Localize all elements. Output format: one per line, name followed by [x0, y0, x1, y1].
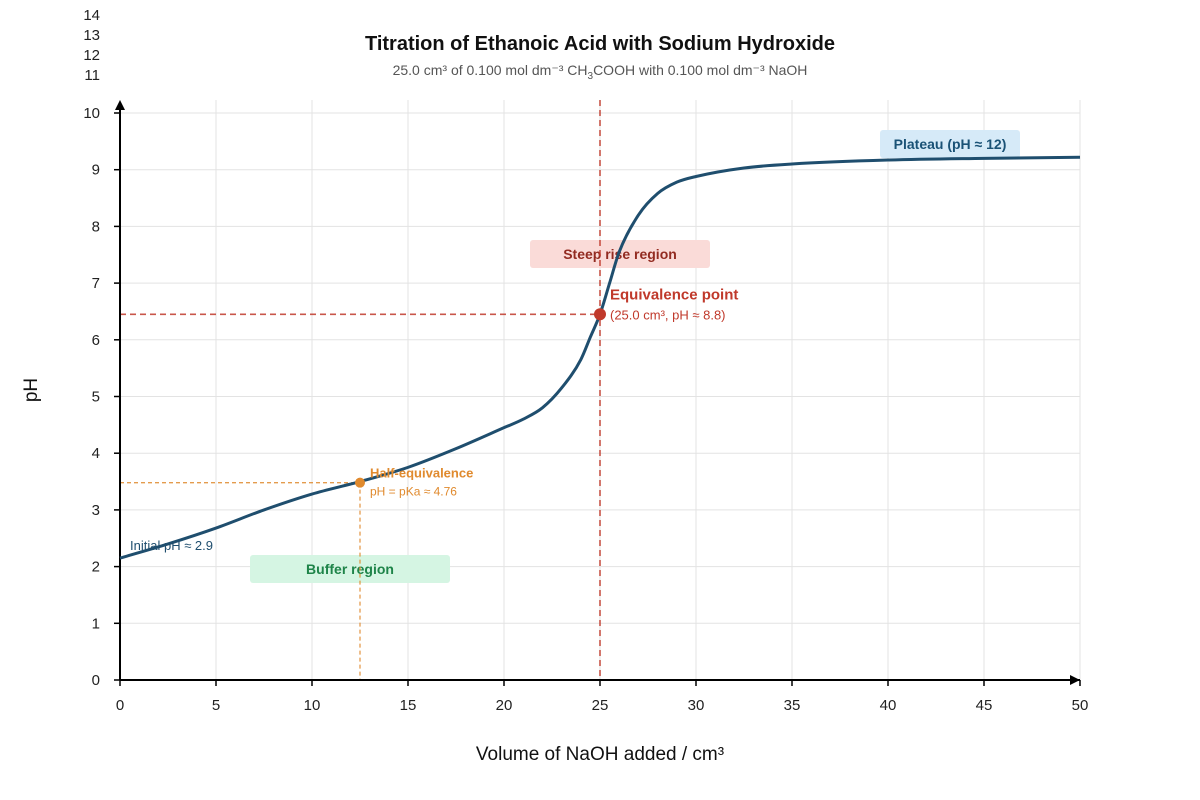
x-tick-label: 40 — [880, 697, 897, 714]
x-tick-label: 20 — [496, 697, 513, 714]
y-axis-label: pH — [21, 378, 42, 402]
initial-ph-label: Initial pH ≈ 2.9 — [130, 538, 213, 553]
extra-y-label: 11 — [84, 67, 100, 84]
x-axis-arrow — [1070, 675, 1080, 685]
y-tick-label: 6 — [92, 332, 100, 349]
subtitle-part-1: 25.0 cm³ of 0.100 mol dm⁻³ CH — [393, 62, 588, 78]
y-tick-label: 4 — [92, 445, 100, 462]
x-tick-label: 15 — [400, 697, 417, 714]
x-tick-label: 30 — [688, 697, 705, 714]
x-tick-label: 35 — [784, 697, 801, 714]
y-tick-label: 8 — [92, 218, 100, 235]
plateau-region-box — [880, 130, 1020, 158]
points-layer — [355, 308, 606, 488]
extra-y-label: 13 — [83, 27, 100, 44]
subtitle-part-2: COOH with 0.100 mol dm⁻³ NaOH — [593, 62, 807, 78]
buffer-region-label: Buffer region — [306, 561, 394, 577]
guide-lines — [120, 100, 601, 680]
buffer-region-box — [250, 555, 450, 583]
x-tick-label: 10 — [304, 697, 321, 714]
y-tick-label: 1 — [92, 615, 100, 632]
plateau-region-label: Plateau (pH ≈ 12) — [894, 136, 1007, 152]
chart-subtitle: 25.0 cm³ of 0.100 mol dm⁻³ CH3COOH with … — [393, 62, 808, 82]
equivalence-point-detail: (25.0 cm³, pH ≈ 8.8) — [610, 307, 726, 322]
y-tick-label: 10 — [83, 105, 100, 122]
half-equivalence-detail: pH = pKa ≈ 4.76 — [370, 485, 457, 499]
half-equivalence-point-marker — [355, 477, 365, 488]
x-tick-label: 5 — [212, 697, 220, 714]
x-tick-label: 45 — [976, 697, 993, 714]
x-tick-label: 50 — [1072, 697, 1089, 714]
y-tick-label: 9 — [92, 162, 100, 179]
y-tick-label: 0 — [92, 672, 100, 689]
extra-y-label: 12 — [83, 47, 100, 64]
half-equivalence-title: Half-equivalence — [370, 466, 473, 481]
equivalence-point-title: Equivalence point — [610, 286, 738, 303]
x-tick-label: 25 — [592, 697, 609, 714]
axes — [115, 100, 1080, 685]
x-tick-label: 0 — [116, 697, 124, 714]
extra-y-labels: 14 13 12 11 — [83, 7, 100, 84]
y-tick-label: 3 — [92, 502, 100, 519]
subtitle-subscript: 3 — [588, 71, 594, 82]
extra-y-label: 14 — [83, 7, 100, 24]
x-axis-label: Volume of NaOH added / cm³ — [476, 744, 724, 765]
y-tick-label: 2 — [92, 559, 100, 576]
equivalence-point-marker — [594, 308, 606, 321]
series-layer — [119, 155, 1081, 560]
y-axis-arrow — [115, 100, 125, 110]
annotation-labels: Equivalence point (25.0 cm³, pH ≈ 8.8) Hal… — [130, 286, 738, 553]
titration-curve — [119, 155, 1081, 560]
chart-title: Titration of Ethanoic Acid with Sodium H… — [365, 33, 835, 55]
y-tick-label: 7 — [92, 275, 100, 292]
y-tick-label: 5 — [92, 389, 100, 406]
